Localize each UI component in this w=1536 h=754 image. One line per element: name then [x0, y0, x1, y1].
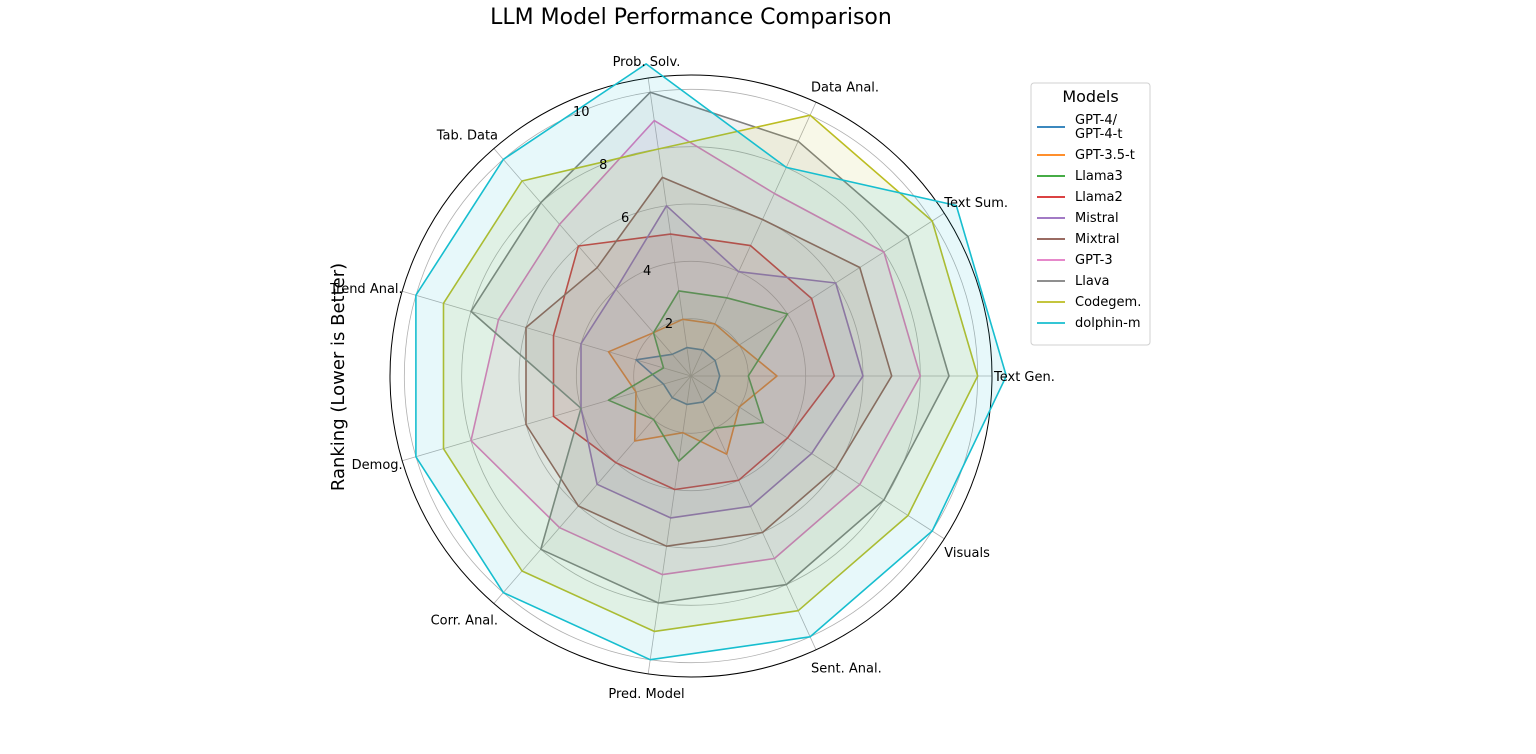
axis-label-demog: Demog. — [352, 458, 403, 473]
series-fill-llama2 — [553, 234, 835, 490]
series-line-codegem — [442, 114, 979, 633]
spoke-demog — [402, 375, 692, 462]
axis-label-tab-data: Tab. Data — [436, 128, 498, 143]
legend-label-dolphin-m: dolphin-m — [1075, 316, 1141, 331]
legend-label-mixtral: Mixtral — [1075, 232, 1120, 247]
spoke-visuals — [690, 375, 945, 540]
series-fill-llava — [471, 92, 949, 604]
series-fill-mixtral — [526, 177, 892, 547]
chart-title: LLM Model Performance Comparison — [490, 5, 892, 30]
axis-label-pred-model: Pred. Model — [608, 687, 684, 702]
series-line-gpt-3 — [470, 119, 922, 576]
r-tick-label-8: 8 — [599, 158, 607, 173]
legend-label-llama2: Llama2 — [1075, 190, 1123, 205]
axis-label-data-anal: Data Anal. — [811, 80, 879, 95]
spoke-pred-model — [647, 375, 692, 674]
series-line-dolphin-m — [415, 63, 1008, 661]
grid-ring-4 — [575, 260, 807, 492]
legend-label-gpt-3-5-t: GPT-3.5-t — [1075, 148, 1135, 163]
series-line-llava — [470, 91, 950, 604]
series-line-llama2 — [552, 233, 836, 491]
axis-label-corr-anal: Corr. Anal. — [431, 614, 498, 629]
legend-label-llama3: Llama3 — [1075, 169, 1123, 184]
series-fill-mistral — [581, 205, 863, 518]
series-line-mistral — [580, 205, 864, 519]
legend-title: Models — [1062, 87, 1118, 106]
spoke-corr-anal — [493, 375, 692, 604]
polar-grid — [389, 74, 993, 678]
legend: Models GPT-4/GPT-4-t GPT-3.5-t Llama3 Llama2… — [1030, 82, 1151, 346]
series-fill-dolphin-m — [415, 63, 1007, 660]
series-line-gpt-3-5-t — [607, 318, 778, 455]
spoke-prob-solv — [647, 78, 692, 377]
spoke-trend-anal — [402, 290, 692, 377]
axis-label-sent-anal: Sent. Anal. — [811, 662, 882, 677]
series-line-gpt-4-gpt-4-t — [635, 346, 721, 406]
axis-label-trend-anal: Trend Anal. — [329, 282, 403, 297]
series-line-mixtral — [525, 176, 893, 547]
y-axis-label: Ranking (Lower is Better) — [328, 263, 349, 491]
legend-box — [1030, 82, 1151, 346]
series-layer — [415, 63, 1008, 661]
series-line-llama3 — [607, 290, 789, 462]
axis-label-text-gen: Text Gen. — [993, 370, 1055, 385]
polar-frame — [389, 74, 993, 678]
axis-labels: 2 4 6 8 10 Text Gen. Text Sum. Data Anal. Prob. … — [329, 55, 1055, 702]
series-fill-codegem — [443, 115, 978, 632]
spoke-text-sum — [690, 212, 945, 377]
r-tick-label-6: 6 — [621, 211, 629, 226]
axis-label-text-sum: Text Sum. — [943, 196, 1008, 211]
spoke-tab-data — [493, 148, 692, 377]
spoke-sent-anal — [690, 375, 817, 650]
r-tick-label-4: 4 — [643, 264, 651, 279]
legend-label-gpt-4-gpt-4-t: GPT-4/GPT-4-t — [1075, 113, 1122, 142]
legend-label-mistral: Mistral — [1075, 211, 1119, 226]
series-fill-gpt-4-gpt-4-t — [636, 347, 720, 405]
series-fill-gpt-3 — [471, 120, 921, 575]
legend-label-gpt-3: GPT-3 — [1075, 253, 1113, 268]
r-tick-label-10: 10 — [573, 105, 590, 120]
axis-label-visuals: Visuals — [944, 546, 990, 561]
axis-label-prob-solv: Prob. Solv. — [613, 55, 681, 70]
legend-label-codegem: Codegem. — [1075, 295, 1141, 310]
spoke-data-anal — [690, 102, 817, 377]
r-tick-label-2: 2 — [665, 317, 673, 332]
legend-label-llava: Llava — [1075, 274, 1109, 289]
